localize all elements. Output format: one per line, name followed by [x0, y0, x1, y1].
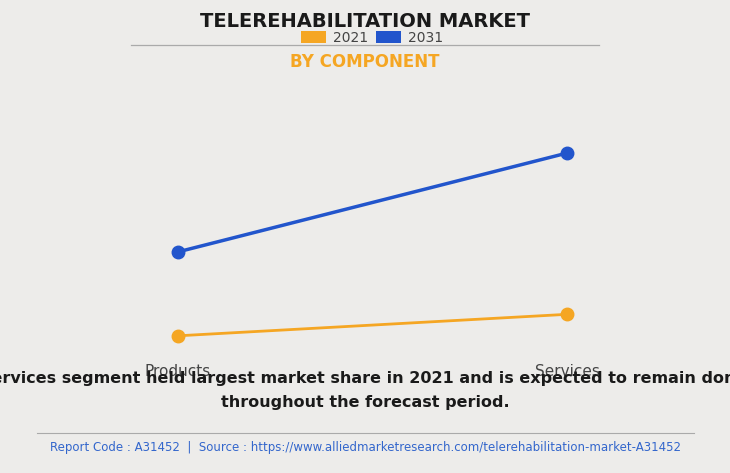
Text: TELEREHABILITATION MARKET: TELEREHABILITATION MARKET: [200, 12, 530, 31]
Text: The services segment held largest market share in 2021 and is expected to remain: The services segment held largest market…: [0, 371, 730, 410]
Text: Report Code : A31452  |  Source : https://www.alliedmarketresearch.com/telerehab: Report Code : A31452 | Source : https://…: [50, 441, 680, 454]
Text: BY COMPONENT: BY COMPONENT: [291, 53, 439, 71]
Legend: 2021, 2031: 2021, 2031: [301, 31, 444, 44]
